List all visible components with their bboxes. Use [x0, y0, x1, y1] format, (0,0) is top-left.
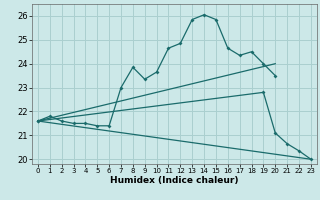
X-axis label: Humidex (Indice chaleur): Humidex (Indice chaleur)	[110, 176, 239, 185]
